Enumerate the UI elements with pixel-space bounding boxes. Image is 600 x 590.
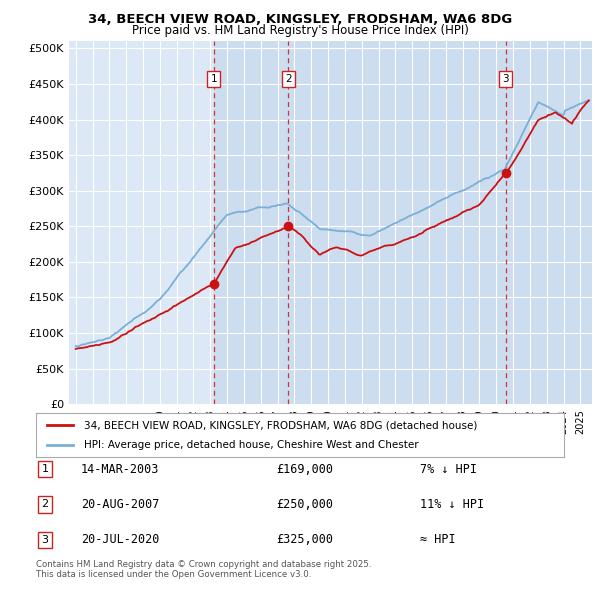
Text: 14-MAR-2003: 14-MAR-2003	[81, 463, 160, 476]
Text: 11% ↓ HPI: 11% ↓ HPI	[420, 498, 484, 511]
Text: £250,000: £250,000	[276, 498, 333, 511]
Text: 2: 2	[285, 74, 292, 84]
Text: 34, BEECH VIEW ROAD, KINGSLEY, FRODSHAM, WA6 8DG (detached house): 34, BEECH VIEW ROAD, KINGSLEY, FRODSHAM,…	[83, 421, 477, 430]
Text: Price paid vs. HM Land Registry's House Price Index (HPI): Price paid vs. HM Land Registry's House …	[131, 24, 469, 37]
Text: 7% ↓ HPI: 7% ↓ HPI	[420, 463, 477, 476]
Text: £325,000: £325,000	[276, 533, 333, 546]
Text: 34, BEECH VIEW ROAD, KINGSLEY, FRODSHAM, WA6 8DG: 34, BEECH VIEW ROAD, KINGSLEY, FRODSHAM,…	[88, 13, 512, 26]
Text: 20-AUG-2007: 20-AUG-2007	[81, 498, 160, 511]
Text: £169,000: £169,000	[276, 463, 333, 476]
Bar	[506, 41, 592, 404]
Text: Contains HM Land Registry data © Crown copyright and database right 2025.
This d: Contains HM Land Registry data © Crown c…	[36, 560, 371, 579]
Bar	[288, 41, 506, 404]
Text: ≈ HPI: ≈ HPI	[420, 533, 455, 546]
Text: 3: 3	[41, 535, 49, 545]
Text: 1: 1	[211, 74, 217, 84]
Text: HPI: Average price, detached house, Cheshire West and Chester: HPI: Average price, detached house, Ches…	[83, 440, 418, 450]
Text: 2: 2	[41, 500, 49, 509]
Text: 20-JUL-2020: 20-JUL-2020	[81, 533, 160, 546]
Text: 1: 1	[41, 464, 49, 474]
Bar	[214, 41, 288, 404]
Text: 3: 3	[502, 74, 509, 84]
